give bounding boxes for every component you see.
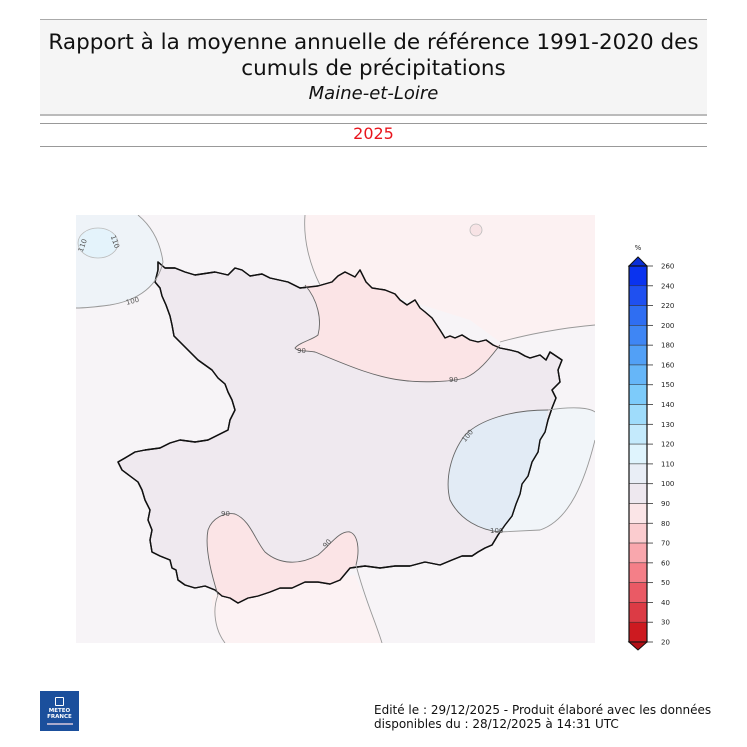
colorbar-cell <box>628 384 648 405</box>
colorbar-tick-label: 110 <box>661 460 674 468</box>
colorbar-tick-label: 40 <box>661 599 670 607</box>
precipitation-map: 110 110 100 90 90 90 90 100 100 <box>76 215 595 643</box>
contour-100-east <box>447 409 549 533</box>
colorbar-tick-label: 240 <box>661 282 674 290</box>
colorbar-over-arrow <box>627 256 649 267</box>
contour-90-ne-outer <box>304 215 321 286</box>
colorbar-cell <box>628 265 648 287</box>
footer-data-date: disponibles du : 28/12/2025 à 14:31 UTC <box>374 717 619 731</box>
title-line-1: Rapport à la moyenne annuelle de référen… <box>48 30 699 55</box>
contour-ne-outer <box>499 324 595 343</box>
colorbar-cell <box>628 621 648 643</box>
contour-label: 90 <box>321 538 333 550</box>
footer-edit-date: Edité le : 29/12/2025 - Produit élaboré … <box>374 703 712 717</box>
colorbar-under-arrow <box>627 641 649 651</box>
region-subtitle: Maine-et-Loire <box>308 83 439 104</box>
colorbar-cell <box>628 463 648 484</box>
divider <box>40 123 707 124</box>
zone-110-nw <box>77 227 119 259</box>
colorbar-tick-label: 160 <box>661 361 674 369</box>
colorbar-cells <box>628 265 648 643</box>
contour-label: 90 <box>449 376 458 384</box>
colorbar-tick-label: 20 <box>661 639 670 647</box>
department-border <box>117 261 563 604</box>
colorbar-cell <box>628 523 648 544</box>
colorbar-tick-label: 140 <box>661 401 674 409</box>
colorbar-cell <box>628 542 648 564</box>
contour-90-south <box>206 513 359 596</box>
colorbar-cell <box>628 344 648 366</box>
logo-tagline <box>46 723 73 725</box>
contour-90-north <box>294 284 501 383</box>
colorbar-tick-label: 120 <box>661 441 674 449</box>
colorbar-cell <box>628 562 648 583</box>
colorbar-tick-label: 180 <box>661 342 674 350</box>
logo-text-2: FRANCE <box>47 714 72 720</box>
colorbar-tick-label: 130 <box>661 421 674 429</box>
logo-icon <box>55 697 64 706</box>
colorbar-cell <box>628 602 648 623</box>
colorbar: % 260 240 220 200 180 160 150 140 130 120 110 100 90… <box>627 244 674 651</box>
title-line-2: cumuls de précipitations <box>241 56 506 81</box>
contour-100-nw <box>76 215 164 309</box>
footer-info: Edité le : 29/12/2025 - Produit élaboré … <box>374 703 711 731</box>
title-panel: Rapport à la moyenne annuelle de référen… <box>40 19 707 116</box>
colorbar-cell <box>628 483 648 504</box>
contour-label: 100 <box>125 296 140 307</box>
colorbar-tick-label: 30 <box>661 619 670 627</box>
divider <box>40 146 707 147</box>
colorbar-tick-label: 50 <box>661 579 670 587</box>
contour-label: 90 <box>221 510 230 518</box>
colorbar-tick-label: 90 <box>661 500 670 508</box>
colorbar-cell <box>628 364 648 385</box>
colorbar-tick-label: 220 <box>661 302 674 310</box>
colorbar-cell <box>628 582 648 603</box>
colorbar-tick-label: 70 <box>661 540 670 548</box>
contour-east-outer <box>499 407 595 533</box>
colorbar-cell <box>628 443 648 465</box>
colorbar-cell <box>628 424 648 445</box>
colorbar-cell <box>628 285 648 306</box>
zone-80-90-ne <box>304 215 595 342</box>
contour-label: 100 <box>490 527 503 535</box>
colorbar-tick-label: 60 <box>661 559 670 567</box>
colorbar-tick-label: 200 <box>661 322 674 330</box>
colorbar-cell <box>628 503 648 524</box>
colorbar-tick-label: 80 <box>661 520 670 528</box>
zone-100-110-inner-east <box>448 410 548 532</box>
colorbar-cell <box>628 305 648 326</box>
colorbar-cell <box>628 404 648 425</box>
period-label: 2025 <box>353 124 394 143</box>
colorbar-unit: % <box>635 244 642 252</box>
colorbar-ticks: 260 240 220 200 180 160 150 140 130 120 110 100 90 80… <box>647 263 674 647</box>
zone-80-90-south-inner <box>207 513 358 603</box>
contour-south-outer <box>214 564 383 643</box>
logo-text-1: METEO <box>48 708 71 714</box>
colorbar-tick-label: 150 <box>661 381 674 389</box>
contour-label: 90 <box>297 347 306 355</box>
zone-80-90-spot <box>469 223 483 237</box>
zone-100-110-east <box>500 407 595 532</box>
zone-80-90-north <box>295 270 500 382</box>
colorbar-tick-label: 260 <box>661 263 674 271</box>
colorbar-cell <box>628 325 648 346</box>
meteo-france-logo: METEO FRANCE <box>40 691 79 731</box>
colorbar-tick-label: 100 <box>661 480 674 488</box>
